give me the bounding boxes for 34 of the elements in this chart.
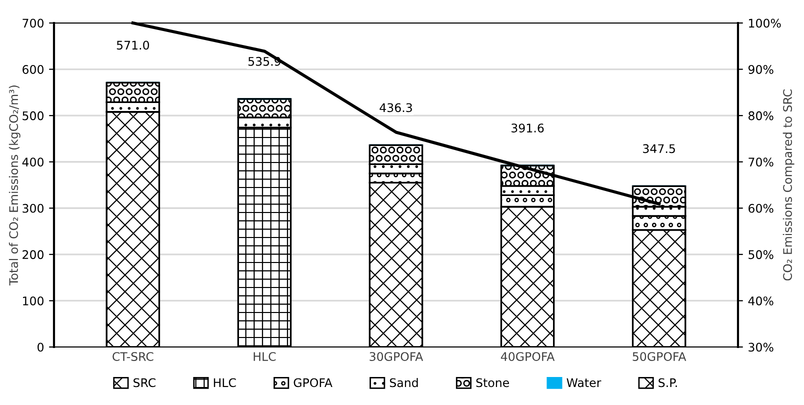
total-label: 436.3 (380, 103, 412, 112)
legend-label: Stone (476, 378, 509, 388)
y2-tick-label: 100% (749, 18, 781, 28)
x-tick-label: 40GPOFA (500, 352, 555, 361)
y-tick-label: 400 (22, 158, 44, 167)
y2-tick-label: 50% (748, 250, 774, 260)
y2-tick-label: 40% (748, 296, 774, 306)
x-tick-label: 50GPOFA (632, 352, 686, 361)
y-tick-label: 0 (38, 342, 44, 352)
y2-tick-label: 30% (748, 342, 774, 352)
legend-label: Sand (390, 378, 418, 388)
x-tick-label: CT-SRC (112, 352, 154, 361)
y-tick-label: 600 (22, 65, 44, 74)
x-tick-label: HLC (254, 352, 276, 361)
legend-label: SRC (134, 378, 156, 388)
y2-tick-label: 70% (748, 158, 774, 167)
total-label: 391.6 (512, 124, 544, 132)
legend-label: S.P. (658, 378, 677, 388)
y-tick-label: 700 (22, 18, 44, 28)
x-tick-label: 30GPOFA (370, 352, 424, 361)
legend-label: GPOFA (294, 378, 332, 388)
y2-tick-label: 80% (748, 111, 774, 120)
y2-axis-title: CO₂ Emissions Compared to SRC (782, 90, 794, 280)
y-tick-label: 300 (22, 204, 44, 213)
legend-label: Water (566, 378, 602, 388)
y2-tick-label: 90% (748, 65, 774, 74)
legend-label: HLC (214, 378, 236, 388)
y-tick-label: 500 (22, 111, 44, 120)
total-label: 571.0 (116, 40, 150, 50)
y-tick-label: 100 (23, 296, 44, 306)
y-axis-title: Total of CO₂ Emissions (kgCO₂/m³) (8, 86, 20, 286)
y-tick-label: 200 (22, 250, 44, 260)
y2-tick-label: 60% (748, 204, 774, 213)
total-label: 347.5 (643, 144, 675, 154)
